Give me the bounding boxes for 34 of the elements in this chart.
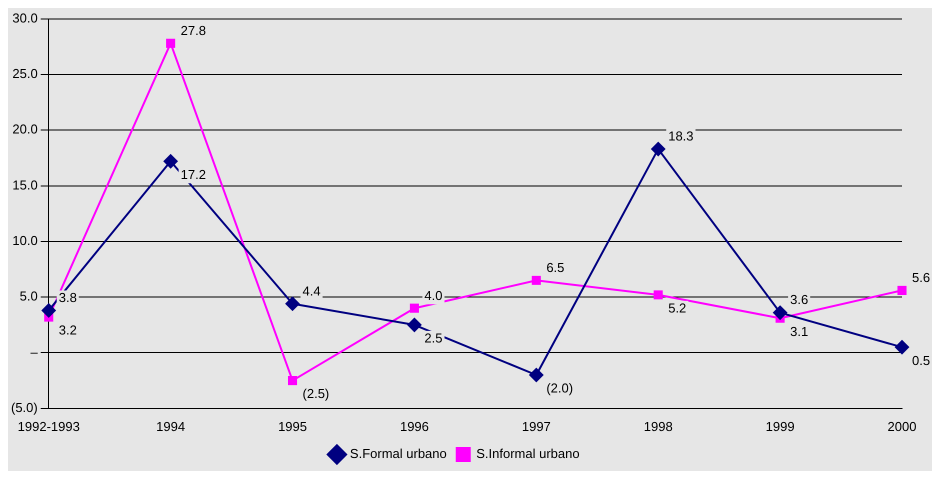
data-label: 0.5 bbox=[912, 352, 930, 368]
x-tick-label: 2000 bbox=[888, 418, 916, 434]
data-label: 4.0 bbox=[424, 288, 442, 303]
data-label: 3.8 bbox=[58, 290, 77, 306]
data-label: 2.5 bbox=[424, 330, 442, 346]
data-label: 17.2 bbox=[180, 166, 206, 182]
x-tick-label: 1997 bbox=[522, 418, 551, 434]
data-label: 3.1 bbox=[790, 324, 808, 339]
x-tick-label: 1994 bbox=[156, 418, 186, 434]
data-label: 27.8 bbox=[180, 22, 206, 38]
data-label: 5.6 bbox=[912, 270, 930, 285]
y-tick-label: – bbox=[30, 344, 38, 360]
legend-label: S.Informal urbano bbox=[476, 446, 580, 462]
x-tick-label: 1999 bbox=[766, 418, 795, 434]
y-tick-label: 20.0 bbox=[12, 122, 38, 137]
y-tick-label: 10.0 bbox=[12, 233, 38, 248]
data-label: 3.6 bbox=[790, 292, 808, 308]
y-tick-label: 25.0 bbox=[12, 66, 38, 82]
legend-label: S.Formal urbano bbox=[350, 446, 447, 462]
data-label: 5.2 bbox=[668, 300, 686, 316]
x-tick-label: 1992-1993 bbox=[18, 418, 80, 434]
x-tick-label: 1995 bbox=[278, 418, 307, 434]
data-label: (2.0) bbox=[546, 380, 574, 396]
data-label: (2.5) bbox=[302, 386, 330, 402]
data-label: 6.5 bbox=[546, 260, 564, 275]
y-tick-label: (5.0) bbox=[10, 400, 38, 415]
y-tick-label: 30.0 bbox=[12, 10, 38, 26]
data-label: 4.4 bbox=[302, 283, 321, 298]
x-tick-label: 1996 bbox=[400, 418, 429, 434]
data-label: 18.3 bbox=[668, 128, 694, 144]
y-tick-label: 5.0 bbox=[20, 288, 38, 304]
y-tick-label: 15.0 bbox=[12, 177, 38, 192]
data-label: 3.2 bbox=[58, 322, 77, 338]
x-tick-label: 1998 bbox=[644, 418, 673, 434]
